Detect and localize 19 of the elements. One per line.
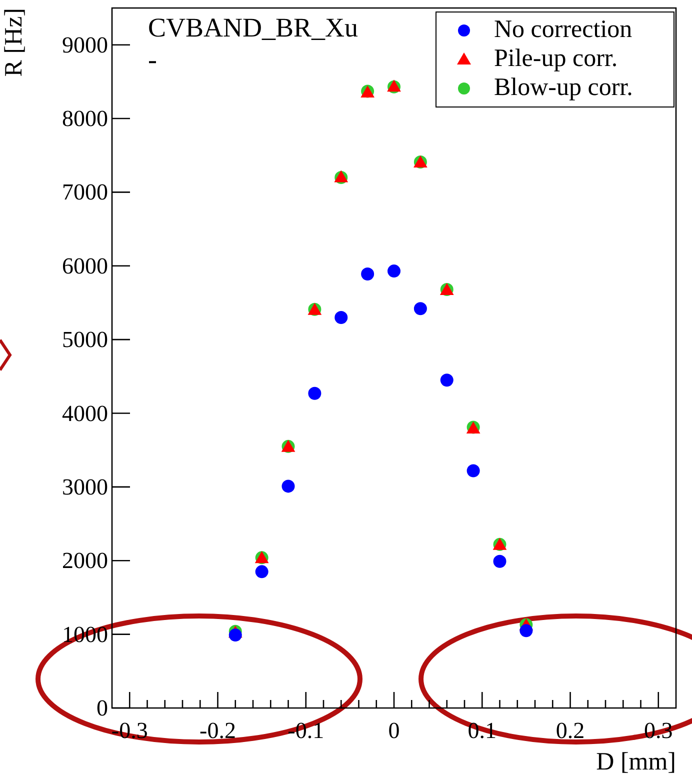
y-tick-label: 0: [96, 696, 108, 720]
y-tick-label: 2000: [62, 548, 108, 574]
legend-label: No correction: [494, 16, 633, 44]
annotation: CVBAND_BR_Xu: [148, 12, 359, 43]
x-tick-label: 0.2: [556, 718, 585, 743]
y-axis-title: R [Hz]: [0, 8, 28, 77]
annotation: -: [148, 44, 157, 75]
y-tick-label: 5000: [62, 327, 108, 352]
y-tick-label: 7000: [62, 180, 108, 205]
y-tick-label: 6000: [62, 253, 108, 278]
legend-label: Blow-up corr.: [494, 74, 633, 102]
x-tick-label: 0: [388, 718, 400, 743]
y-tick-label: 9000: [62, 32, 108, 58]
y-tick-label: 3000: [62, 474, 108, 500]
y-tick-label: 4000: [62, 400, 108, 426]
legend-label: Pile-up corr.: [494, 45, 618, 72]
y-tick-label: 8000: [62, 106, 108, 132]
x-axis-title: D [mm]: [596, 748, 676, 776]
x-tick-label: -0.2: [200, 718, 236, 743]
